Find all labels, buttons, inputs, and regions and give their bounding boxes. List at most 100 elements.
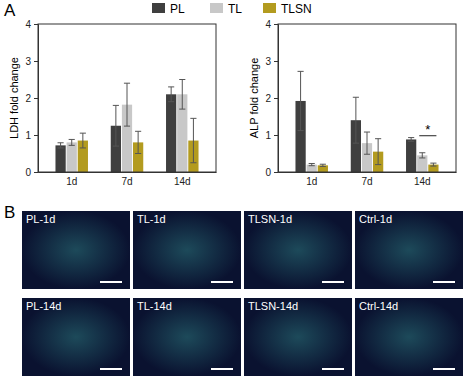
x-axis: 1d 7d 14d — [279, 172, 457, 187]
micrograph: PL-14d — [22, 298, 130, 376]
legend: PLTLTLSN — [152, 2, 312, 16]
legend-swatch — [210, 3, 223, 13]
error-bar — [298, 71, 304, 130]
error-bar — [364, 132, 370, 154]
error-bar-cap — [135, 131, 141, 132]
y-tick-label: 3 — [265, 56, 271, 67]
error-bar-cap — [124, 126, 130, 127]
y-tick-mark — [274, 24, 278, 25]
y-tick: 1 — [265, 130, 278, 141]
micrograph-label: TL-14d — [137, 300, 172, 312]
plot-area — [295, 71, 438, 172]
micrograph-image — [22, 211, 130, 289]
micrograph-image — [355, 211, 463, 289]
y-tick-mark — [274, 61, 278, 62]
figure: APLTLTLSN012341d7d14dLDH fold change0123… — [0, 0, 474, 379]
scale-bar — [322, 368, 344, 370]
error-bar-cap — [320, 166, 326, 167]
micrograph-image — [355, 298, 463, 376]
error-bar — [113, 105, 119, 146]
y-axis: 01234 — [265, 19, 278, 178]
y-tick-mark — [34, 61, 38, 62]
error-bar-stem — [60, 143, 61, 148]
chart: 012341d7d14dALP fold change* — [248, 19, 457, 187]
error-bar-stem — [300, 71, 301, 130]
error-bar — [353, 97, 359, 143]
error-bar-stem — [171, 87, 172, 102]
micrograph-label: TL-1d — [137, 213, 166, 225]
x-tick: 7d — [361, 172, 372, 187]
error-bar-cap — [364, 154, 370, 155]
bar — [406, 139, 416, 172]
error-bar-cap — [309, 163, 315, 164]
y-tick-label: 3 — [25, 56, 31, 67]
error-bar-cap — [298, 130, 304, 131]
scale-bar — [433, 281, 455, 283]
micrograph-label: PL-14d — [26, 300, 61, 312]
error-bar-stem — [411, 138, 412, 142]
micrograph: Ctrl-1d — [355, 211, 463, 289]
bar — [417, 155, 427, 172]
error-bar — [135, 131, 141, 153]
error-bar-cap — [419, 157, 425, 158]
error-bar-cap — [408, 141, 414, 142]
plot-area — [55, 80, 198, 173]
error-bar — [58, 143, 64, 148]
error-bar-cap — [353, 143, 359, 144]
y-axis-title: LDH fold change — [8, 57, 20, 139]
micrograph: Ctrl-14d — [355, 298, 463, 376]
micrograph-image — [133, 298, 241, 376]
micrograph-label: TLSN-14d — [248, 300, 298, 312]
y-tick-label: 4 — [25, 19, 31, 30]
y-tick-mark — [274, 98, 278, 99]
y-tick: 4 — [25, 19, 38, 30]
legend-label: TL — [228, 2, 242, 16]
error-bar-cap — [69, 145, 75, 146]
x-tick: 7d — [121, 172, 132, 187]
x-tick-label: 7d — [121, 176, 132, 187]
panel-label: B — [4, 203, 15, 222]
x-tick-label: 14d — [414, 176, 431, 187]
bar — [318, 165, 328, 172]
micrograph: TLSN-1d — [244, 211, 352, 289]
error-bar-stem — [82, 133, 83, 148]
scale-bar — [100, 368, 122, 370]
error-bar — [320, 164, 326, 166]
y-axis: 01234 — [25, 19, 38, 178]
legend-swatch — [152, 3, 165, 13]
micrograph-image — [244, 298, 352, 376]
x-tick-label: 7d — [361, 176, 372, 187]
error-bar-stem — [422, 153, 423, 158]
error-bar-cap — [113, 105, 119, 106]
micrograph-image — [22, 298, 130, 376]
y-axis-line — [274, 25, 279, 173]
y-tick-label: 2 — [265, 93, 271, 104]
bar — [428, 165, 438, 172]
x-axis: 1d7d14d — [39, 172, 217, 187]
micrograph-image — [244, 211, 352, 289]
error-bar-stem — [378, 139, 379, 165]
error-bar-cap — [179, 109, 185, 110]
x-tick: 14d — [414, 172, 431, 187]
scale-bar — [100, 281, 122, 283]
error-bar-cap — [168, 101, 174, 102]
y-tick-mark — [34, 24, 38, 25]
x-tick-label: 1d — [306, 176, 317, 187]
y-tick: 0 — [265, 167, 278, 178]
error-bar-stem — [127, 83, 128, 126]
error-bar — [124, 83, 130, 126]
micrograph-label: Ctrl-14d — [359, 300, 398, 312]
bar — [67, 142, 77, 172]
error-bar-stem — [355, 97, 356, 143]
y-tick-mark — [34, 172, 38, 173]
micrograph: TLSN-14d — [244, 298, 352, 376]
error-bar-cap — [135, 153, 141, 154]
error-bar-stem — [193, 118, 194, 162]
error-bar — [309, 163, 315, 165]
error-bar-cap — [168, 86, 174, 87]
y-tick-mark — [34, 98, 38, 99]
y-tick: 3 — [265, 56, 278, 67]
x-tick: 14d — [174, 172, 191, 187]
legend-swatch — [263, 3, 276, 13]
error-bar-cap — [408, 137, 414, 138]
